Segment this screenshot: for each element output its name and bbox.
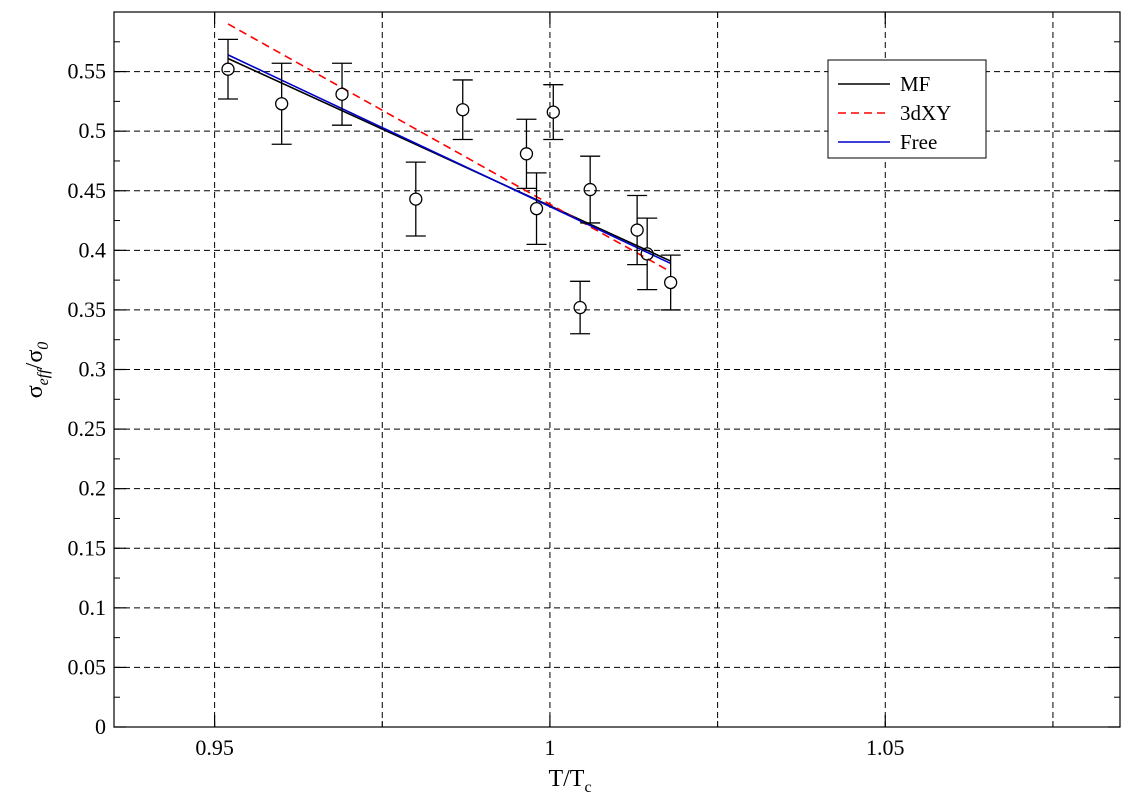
x-tick-label: 1 <box>544 735 555 760</box>
x-tick-label: 0.95 <box>195 735 234 760</box>
plot-frame <box>113 11 1121 728</box>
data-point <box>573 300 587 315</box>
x-tick-labels: 0.95 1 1.05 <box>195 735 904 760</box>
series-line-3dxy <box>227 23 672 273</box>
data-point <box>630 223 644 237</box>
data-point <box>546 105 560 119</box>
data-point <box>409 192 423 206</box>
y-tick-label: 0.25 <box>68 416 107 441</box>
y-tick-label: 0.05 <box>68 654 107 679</box>
fit-lines <box>227 23 672 273</box>
y-tick-label: 0.1 <box>79 595 107 620</box>
series-line-free <box>227 54 671 265</box>
y-tick-label: 0.5 <box>79 118 107 143</box>
x-axis-title: T/Tc <box>548 766 591 795</box>
y-tick-label: 0.4 <box>79 237 107 262</box>
data-points <box>218 38 681 335</box>
legend-label: 3dXY <box>900 101 951 125</box>
y-axis-title: σeff/σ0 <box>22 342 52 399</box>
data-point <box>529 201 544 216</box>
data-point <box>583 182 597 197</box>
legend-label: Free <box>900 130 937 154</box>
grid-lines <box>114 12 1120 727</box>
data-point <box>335 87 349 101</box>
y-tick-label: 0 <box>95 714 106 739</box>
y-tick-label: 0.35 <box>68 297 107 322</box>
minor-ticks <box>114 12 1120 728</box>
x-tick-label: 1.05 <box>866 735 905 760</box>
y-tick-labels: 0 0.05 0.1 0.15 0.2 0.25 0.3 0.35 0.4 0.45 0.5 0.55 <box>68 59 107 739</box>
data-point <box>664 275 678 290</box>
y-tick-label: 0.2 <box>79 476 107 501</box>
data-point <box>275 97 289 111</box>
y-tick-label: 0.45 <box>68 178 107 203</box>
y-tick-label: 0.3 <box>79 357 107 382</box>
data-point <box>456 103 470 117</box>
y-tick-label: 0.55 <box>68 59 107 84</box>
data-point <box>221 62 235 76</box>
legend-label: MF <box>900 72 930 96</box>
data-point <box>519 147 534 161</box>
legend: MF 3dXY Free <box>827 59 987 159</box>
y-tick-label: 0.15 <box>68 535 107 560</box>
data-point <box>640 247 654 261</box>
